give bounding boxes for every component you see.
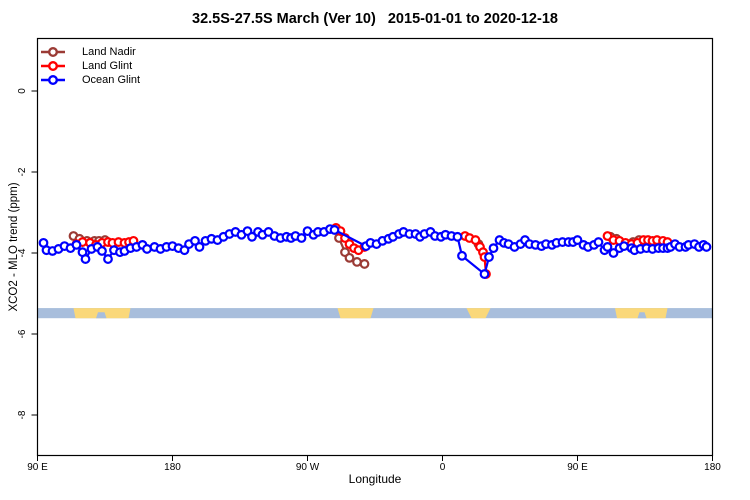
data-point-ocean-glint xyxy=(329,225,340,235)
legend-marker-circle xyxy=(47,47,58,57)
data-point-ocean-glint xyxy=(103,254,113,264)
data-point-ocean-glint xyxy=(608,248,619,258)
data-point-ocean-glint xyxy=(457,250,467,261)
legend-label: Land Glint xyxy=(82,60,133,72)
data-point-ocean-glint xyxy=(296,233,307,243)
legend-marker-circle xyxy=(47,61,58,71)
x-axis-title: Longitude xyxy=(348,472,402,486)
y-axis-title: XCO2 - MLO trend (ppm) xyxy=(8,182,20,312)
land-block xyxy=(337,308,374,319)
land-nadir-marker-icon xyxy=(41,47,65,57)
x-axis-tick-label: 90 W xyxy=(296,462,320,473)
legend-marker-circle xyxy=(47,75,58,85)
x-axis-tick-label: 180 xyxy=(704,462,721,473)
legend-item-land-nadir: Land Nadir xyxy=(40,45,140,59)
data-point-ocean-glint xyxy=(479,269,490,279)
data-point-ocean-glint xyxy=(593,237,604,247)
data-point-land-nadir xyxy=(344,252,355,263)
data-point-ocean-glint xyxy=(484,252,494,262)
data-point-ocean-glint xyxy=(179,245,190,256)
x-axis-tick-label: 90 E xyxy=(567,462,588,473)
strip-bay-notch xyxy=(96,312,107,319)
data-point-ocean-glint xyxy=(488,243,499,254)
data-point-ocean-glint xyxy=(71,239,82,250)
data-point-ocean-glint xyxy=(572,235,583,245)
data-point-land-nadir xyxy=(359,259,370,269)
x-axis-tick-label: 90 E xyxy=(27,462,48,473)
land-block xyxy=(466,308,491,319)
data-point-land-glint xyxy=(470,235,481,245)
legend-label: Land Nadir xyxy=(82,46,136,58)
data-point-ocean-glint xyxy=(602,242,613,252)
data-point-ocean-glint xyxy=(97,246,107,256)
data-point-ocean-glint xyxy=(247,231,257,242)
y-axis-tick-label: -6 xyxy=(17,329,28,338)
data-point-ocean-glint xyxy=(190,235,200,246)
plot-border xyxy=(36,37,714,457)
land-glint-marker-icon xyxy=(41,61,65,71)
x-axis-tick-label: 0 xyxy=(440,462,446,473)
legend-item-land-glint: Land Glint xyxy=(40,59,140,73)
chart-title: 32.5S-27.5S March (Ver 10) 2015-01-01 to… xyxy=(192,11,558,27)
y-axis-tick-label: 0 xyxy=(17,88,28,94)
y-axis-tick-label: -2 xyxy=(17,167,28,176)
data-point-ocean-glint xyxy=(701,242,712,252)
land-ocean-strip-ocean xyxy=(37,308,713,319)
legend: Land Nadir Land Glint Ocean Glint xyxy=(40,45,140,87)
legend-item-ocean-glint: Ocean Glint xyxy=(40,73,140,87)
strip-bay-notch xyxy=(637,312,647,319)
ocean-glint-marker-icon xyxy=(41,75,65,85)
x-axis-tick-label: 180 xyxy=(164,462,181,473)
data-point-ocean-glint xyxy=(452,231,463,242)
y-axis-tick-label: -4 xyxy=(17,248,28,257)
legend-label: Ocean Glint xyxy=(82,74,141,86)
data-point-ocean-glint xyxy=(194,242,205,252)
data-point-ocean-glint xyxy=(80,254,91,264)
y-axis-tick-label: -8 xyxy=(17,410,28,419)
